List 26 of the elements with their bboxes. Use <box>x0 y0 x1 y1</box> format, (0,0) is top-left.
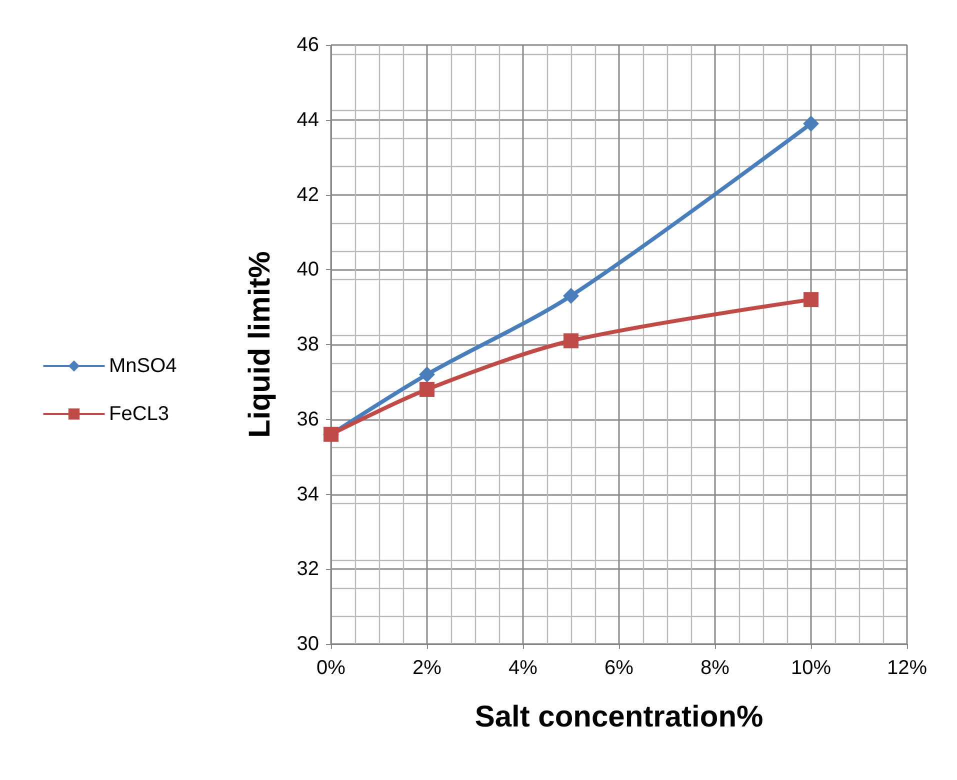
point <box>420 382 434 397</box>
x-tick-label: 12% <box>886 657 928 679</box>
y-tick-label: 42 <box>296 184 319 206</box>
point <box>803 116 819 132</box>
y-tick-label: 38 <box>296 334 319 356</box>
point <box>419 366 435 382</box>
x-axis-title: Salt concentration% <box>474 700 764 734</box>
x-tick-label: 0% <box>316 657 346 679</box>
y-tick-label: 32 <box>296 558 319 580</box>
y-tick-label: 44 <box>296 108 319 131</box>
point <box>804 292 818 308</box>
x-tick-label: 10% <box>790 657 832 679</box>
legend-label: FeCL3 <box>109 403 170 425</box>
y-tick-label: 30 <box>296 633 319 655</box>
point <box>563 288 579 304</box>
y-tick-label: 34 <box>296 483 319 506</box>
x-tick-label: 8% <box>700 657 730 679</box>
point <box>564 333 578 348</box>
y-tick-label: 36 <box>296 408 319 430</box>
x-tick-label: 2% <box>412 657 442 679</box>
y-tick-label: 40 <box>296 258 319 281</box>
y-tick-label: 46 <box>296 34 319 56</box>
legend-label: MnSO4 <box>109 355 177 377</box>
x-tick-label: 4% <box>508 657 538 679</box>
y-axis-title: Liquid limit% <box>244 251 276 438</box>
x-tick-label: 6% <box>604 657 634 679</box>
